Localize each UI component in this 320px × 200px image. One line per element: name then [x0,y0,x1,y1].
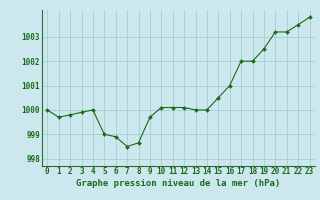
X-axis label: Graphe pression niveau de la mer (hPa): Graphe pression niveau de la mer (hPa) [76,179,281,188]
